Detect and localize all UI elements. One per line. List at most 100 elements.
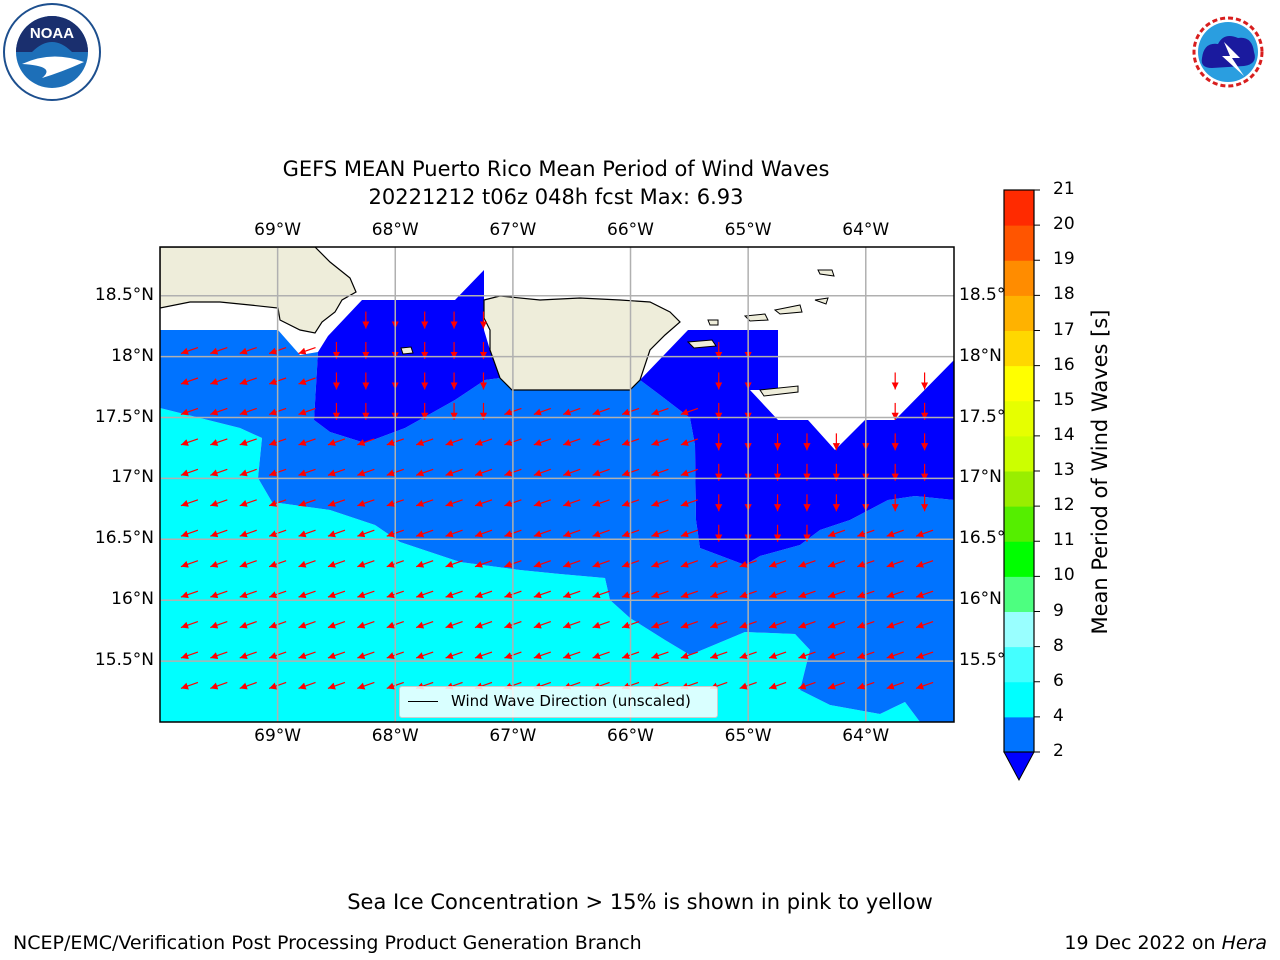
colorbar-tick-label: 9: [1053, 600, 1064, 621]
wave-direction-arrow: [651, 651, 669, 660]
wave-direction-arrow: [210, 529, 228, 538]
lon-label-top: 69°W: [254, 220, 302, 240]
wave-direction-arrow: [592, 407, 610, 416]
wave-direction-arrow: [651, 438, 669, 446]
wave-direction-arrow: [298, 468, 316, 477]
lon-label-bottom: 68°W: [371, 726, 419, 746]
wave-direction-arrow: [327, 468, 346, 477]
lat-label-right: 18.5°N: [959, 284, 1019, 305]
wave-direction-arrow: [533, 529, 551, 538]
colorbar-tick-label: 20: [1053, 214, 1075, 235]
lat-label-right: 17.5°N: [959, 406, 1019, 427]
wave-direction-arrow: [327, 499, 346, 507]
wave-direction-arrow: [798, 621, 816, 629]
colorbar-tick-label: 11: [1053, 530, 1075, 551]
land-hispaniola: [160, 247, 357, 334]
wave-direction-arrow: [680, 590, 699, 599]
colorbar-tick-label: 8: [1053, 635, 1064, 656]
lon-label-bottom: 69°W: [254, 726, 302, 746]
wave-direction-arrow: [239, 621, 257, 629]
wave-direction-arrow: [357, 438, 375, 446]
run-date: 19 Dec 2022 on Hera: [1064, 932, 1267, 954]
wave-direction-arrow: [180, 346, 199, 355]
lat-label-right: 15.5°N: [959, 650, 1019, 671]
wave-direction-arrow: [210, 438, 228, 446]
wave-direction-arrow: [533, 407, 551, 416]
noaa-logo: NOAA: [2, 2, 102, 102]
wave-direction-arrow: [680, 560, 699, 568]
wave-direction-arrow: [415, 468, 434, 477]
wave-direction-arrow: [768, 681, 787, 690]
svg-text:NOAA: NOAA: [30, 25, 74, 42]
wave-direction-arrow: [798, 590, 816, 599]
legend-line: [408, 701, 438, 702]
wave-direction-arrow: [651, 621, 669, 629]
colorbar: [1003, 189, 1040, 782]
wave-direction-arrow: [474, 529, 493, 538]
wave-direction-arrow: [210, 590, 228, 599]
lat-label-left: 17.5°N: [94, 406, 154, 427]
wave-direction-arrow: [210, 377, 228, 385]
wave-direction-arrow: [474, 590, 493, 599]
wave-direction-arrow: [827, 651, 846, 660]
colorbar-extension: [1003, 751, 1035, 782]
wave-direction-arrow: [680, 651, 699, 660]
wave-direction-arrow: [357, 681, 375, 690]
colorbar-tick-label: 21: [1053, 179, 1075, 199]
wave-direction-arrow: [327, 560, 346, 568]
lon-label-bottom: 67°W: [489, 726, 537, 746]
wave-direction-arrow: [533, 651, 551, 660]
colorbar-label: Mean Period of Wind Waves [s]: [1088, 309, 1112, 635]
wave-direction-arrow: [298, 438, 316, 446]
wave-direction-arrow: [357, 621, 375, 629]
wave-direction-arrow: [180, 590, 199, 599]
wave-direction-arrow: [651, 468, 669, 477]
wave-direction-arrow: [298, 529, 316, 538]
lat-label-left: 16°N: [111, 589, 154, 610]
wave-direction-arrow: [180, 651, 199, 660]
colorbar-segment: [1004, 365, 1034, 402]
colorbar-segment: [1004, 330, 1034, 367]
wave-direction-arrow: [915, 560, 934, 568]
wave-direction-arrow: [533, 438, 551, 446]
wave-direction-arrow: [533, 468, 551, 477]
wave-direction-arrow: [357, 560, 375, 568]
run-host: Hera: [1221, 932, 1267, 954]
colorbar-tick-label: 13: [1053, 460, 1075, 480]
wave-direction-arrow: [445, 438, 463, 446]
colorbar-segment: [1004, 576, 1034, 612]
wave-direction-arrow: [239, 560, 257, 568]
wave-direction-arrow: [563, 407, 581, 416]
colorbar-segment: [1004, 611, 1034, 648]
wave-direction-arrow: [533, 590, 551, 599]
wave-direction-arrow: [239, 407, 257, 416]
lat-label-right: 16.5°N: [959, 528, 1019, 549]
wave-direction-arrow: [298, 651, 316, 660]
wave-direction-arrow: [180, 621, 199, 629]
wave-direction-arrow: [827, 529, 846, 538]
wave-direction-arrow: [327, 590, 346, 599]
wave-direction-arrow: [680, 499, 699, 507]
wave-direction-arrow: [768, 590, 787, 599]
wave-direction-arrow: [651, 529, 669, 538]
wave-direction-arrow: [239, 681, 257, 690]
wave-direction-arrow: [592, 499, 610, 507]
wave-direction-arrow: [298, 499, 316, 507]
wave-direction-arrow: [680, 621, 699, 629]
wave-direction-arrow: [210, 468, 228, 477]
wave-direction-arrow: [357, 651, 375, 660]
wave-direction-arrow: [298, 621, 316, 629]
wave-direction-arrow: [680, 407, 699, 416]
chart-subtitle: 20221212 t06z 048h fcst Max: 6.93: [368, 185, 744, 209]
wave-direction-arrow: [415, 621, 434, 629]
wave-direction-arrow: [592, 590, 610, 599]
wave-direction-arrow: [533, 560, 551, 568]
colorbar-segment: [1004, 681, 1034, 718]
wave-direction-arrow: [563, 590, 581, 599]
wave-direction-arrow: [180, 438, 199, 446]
lon-label-bottom: 64°W: [842, 726, 890, 746]
colorbar-segment: [1004, 260, 1034, 296]
wave-direction-arrow: [180, 681, 199, 690]
colorbar-segment: [1004, 400, 1034, 437]
colorbar-segment: [1004, 506, 1034, 542]
